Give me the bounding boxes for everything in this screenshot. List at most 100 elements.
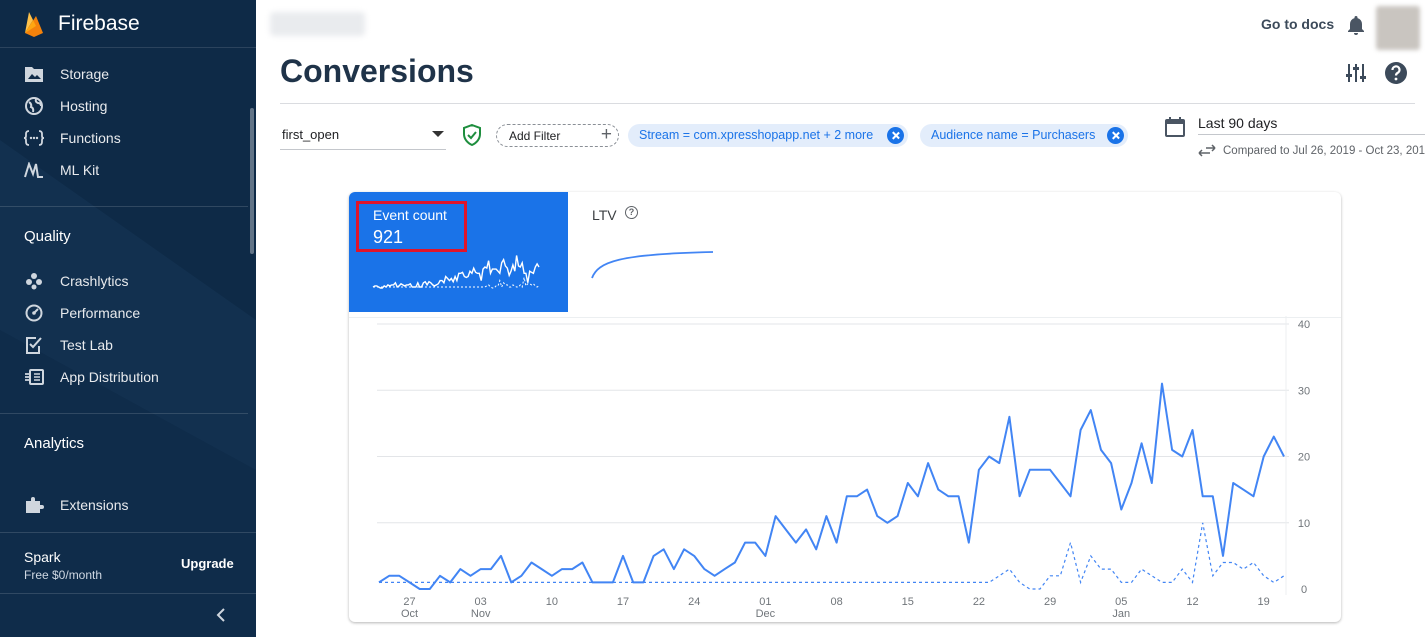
x-tick-month-label: Jan: [1112, 608, 1130, 620]
plus-icon: +: [600, 124, 612, 145]
series-line-event-count: [378, 382, 1285, 590]
collapse-sidebar-chevron-left-icon[interactable]: [213, 606, 231, 624]
filter-chip-audience[interactable]: Audience name = Purchasers: [920, 124, 1128, 147]
go-to-docs-link[interactable]: Go to docs: [1261, 16, 1335, 32]
sidebar-item-functions[interactable]: Functions: [0, 122, 248, 154]
annotation-highlight-box: [356, 201, 467, 252]
x-tick-label: 01: [759, 596, 771, 608]
x-tick-label: 12: [1186, 596, 1198, 608]
sidebar-scrollbar[interactable]: [250, 108, 254, 254]
sidebar: Firebase Storage Hosting Functions ML: [0, 0, 256, 637]
x-tick-month-label: Oct: [401, 608, 418, 620]
y-tick-label: 40: [1298, 319, 1310, 331]
sidebar-divider: [0, 206, 248, 207]
metric-tile-ltv[interactable]: LTV ?: [568, 192, 738, 312]
tune-settings-icon[interactable]: [1345, 62, 1367, 84]
series-line-comparison: [379, 522, 1285, 590]
plan-name: Spark: [24, 549, 61, 565]
metric-tile-label: Event count: [373, 207, 447, 223]
sidebar-item-hosting[interactable]: Hosting: [0, 90, 248, 122]
sidebar-item-app-distribution[interactable]: App Distribution: [0, 361, 248, 393]
metric-tile-event-count[interactable]: Event count 921: [349, 192, 568, 312]
x-tick-label: 24: [688, 596, 700, 608]
section-title-analytics[interactable]: Analytics: [24, 435, 85, 452]
x-tick-month-label: Nov: [471, 608, 491, 620]
avatar[interactable]: [1376, 6, 1420, 50]
x-tick-label: 29: [1044, 596, 1056, 608]
brand-name: Firebase: [58, 11, 140, 35]
shield-check-icon: [463, 124, 481, 146]
sidebar-item-label: Storage: [60, 66, 110, 82]
hosting-icon: [24, 96, 44, 116]
metric-card: Event count 921 LTV ? 0 10 20 30 40 27 Oct 03 No…: [349, 192, 1341, 622]
comparison-range-text: Compared to Jul 26, 2019 - Oct 23, 2019: [1223, 145, 1425, 157]
ml-kit-icon: [24, 160, 44, 180]
date-range-select[interactable]: Last 90 days: [1198, 115, 1278, 131]
firebase-logo-icon: [25, 11, 43, 37]
performance-icon: [24, 303, 44, 323]
notifications-bell-icon[interactable]: [1345, 14, 1367, 36]
dropdown-caret-icon: [432, 131, 444, 137]
test-lab-icon: [24, 335, 44, 355]
compare-arrows-icon: [1198, 144, 1216, 157]
sidebar-item-label: Performance: [60, 305, 141, 321]
sidebar-item-label: Crashlytics: [60, 273, 129, 289]
event-select[interactable]: first_open: [280, 120, 446, 150]
event-select-value: first_open: [282, 127, 340, 142]
x-tick-label: 03: [475, 596, 487, 608]
sidebar-item-test-lab[interactable]: Test Lab: [0, 329, 248, 361]
sidebar-item-ml-kit[interactable]: ML Kit: [0, 154, 248, 186]
header-divider: [280, 103, 1415, 104]
sidebar-item-label: Hosting: [60, 98, 108, 114]
filter-chip-label: Audience name = Purchasers: [931, 128, 1096, 142]
brand-header[interactable]: Firebase: [0, 0, 256, 48]
help-question-icon[interactable]: ?: [625, 206, 638, 219]
y-tick-label: 10: [1298, 518, 1310, 530]
ltv-sparkline: [591, 251, 714, 279]
filter-chip-label: Stream = com.xpresshopapp.net + 2 more: [639, 128, 874, 142]
metric-tile-label: LTV: [592, 207, 617, 223]
sidebar-item-label: App Distribution: [60, 369, 159, 385]
add-filter-button[interactable]: Add Filter +: [496, 124, 619, 147]
storage-icon: [24, 64, 44, 84]
sidebar-divider: [0, 413, 248, 414]
project-selector-blurred[interactable]: [270, 12, 365, 36]
x-tick-month-label: Dec: [756, 608, 776, 620]
x-tick-label: 05: [1115, 596, 1127, 608]
sidebar-item-performance[interactable]: Performance: [0, 297, 248, 329]
x-tick-label: 15: [902, 596, 914, 608]
sidebar-item-label: Extensions: [60, 497, 129, 513]
upgrade-button[interactable]: Upgrade: [181, 556, 234, 571]
y-tick-label: 0: [1301, 584, 1307, 596]
sidebar-item-crashlytics[interactable]: Crashlytics: [0, 265, 248, 297]
sidebar-item-label: Test Lab: [60, 337, 113, 353]
remove-filter-close-icon[interactable]: [887, 127, 904, 144]
calendar-icon[interactable]: [1164, 116, 1186, 138]
sidebar-item-storage[interactable]: Storage: [0, 58, 248, 90]
card-divider: [349, 317, 1341, 318]
filter-chip-stream[interactable]: Stream = com.xpresshopapp.net + 2 more: [628, 124, 908, 147]
sidebar-item-label: ML Kit: [60, 162, 100, 178]
page-title: Conversions: [280, 53, 474, 89]
help-icon[interactable]: [1384, 61, 1408, 85]
y-tick-label: 30: [1298, 385, 1310, 397]
plan-footer: Spark Free $0/month Upgrade: [0, 532, 256, 594]
functions-icon: [24, 128, 44, 148]
date-range-underline: [1198, 134, 1425, 135]
plan-price: Free $0/month: [24, 568, 103, 582]
x-tick-label: 19: [1258, 596, 1270, 608]
sidebar-item-extensions[interactable]: Extensions: [0, 489, 248, 521]
sidebar-background-decoration: [0, 140, 256, 637]
x-tick-label: 10: [546, 596, 558, 608]
remove-filter-close-icon[interactable]: [1107, 127, 1124, 144]
x-tick-label: 22: [973, 596, 985, 608]
sparkline-event-count: [372, 255, 540, 289]
extensions-icon: [24, 495, 44, 515]
sidebar-item-label: Functions: [60, 130, 121, 146]
event-count-sparkline: [372, 255, 540, 289]
add-filter-label: Add Filter: [509, 129, 561, 143]
section-title-quality[interactable]: Quality: [24, 228, 71, 245]
metric-tile-value: 921: [373, 227, 404, 247]
x-tick-label: 17: [617, 596, 629, 608]
